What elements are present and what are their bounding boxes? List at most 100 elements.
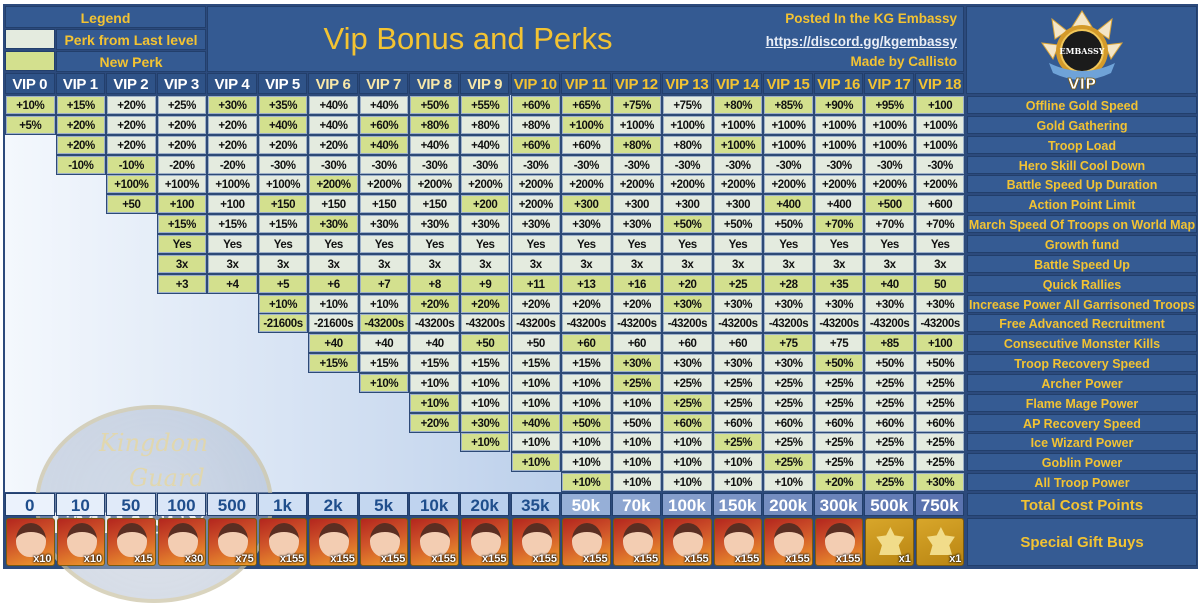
perk-cell: +30% <box>914 472 966 493</box>
perk-cell: -30% <box>712 154 764 175</box>
perk-label: Quick Rallies <box>967 274 1197 293</box>
gift-item[interactable]: x15 <box>107 518 156 566</box>
legend-title: Legend <box>5 6 206 28</box>
gift-item[interactable]: x1 <box>865 518 914 566</box>
gift-item[interactable]: x155 <box>258 518 308 566</box>
perk-cell: +400 <box>763 194 814 215</box>
perk-cell: -30% <box>308 154 359 175</box>
cost-value: 10 <box>55 493 106 516</box>
gift-count: x155 <box>785 553 810 565</box>
gift-item[interactable]: x30 <box>157 518 207 566</box>
hero-portrait-icon <box>673 523 704 557</box>
gift-item[interactable]: x155 <box>612 518 662 566</box>
perk-cell: +25% <box>864 392 915 413</box>
gift-item[interactable]: x155 <box>410 518 459 566</box>
cost-value: 750k <box>914 493 965 516</box>
perk-cell: +50 <box>106 194 157 215</box>
perk-cell: +30% <box>611 214 663 235</box>
gift-item[interactable]: x10 <box>6 518 55 566</box>
gift-item[interactable]: x155 <box>511 518 561 566</box>
gift-item[interactable]: x155 <box>764 518 813 566</box>
gift-item[interactable]: x155 <box>713 518 763 566</box>
perk-cell: +40% <box>308 95 359 115</box>
perk-cell: +55% <box>459 95 511 115</box>
gift-item[interactable]: x75 <box>208 518 257 566</box>
perk-cell: +25% <box>813 432 865 453</box>
perk-cell: +25% <box>763 392 814 413</box>
perk-cell: +11 <box>510 273 562 294</box>
watermark-text: Guard <box>129 464 205 492</box>
perk-cell: +20% <box>409 412 460 433</box>
perk-cell: +20% <box>459 293 511 314</box>
hero-portrait-icon <box>117 523 148 557</box>
perk-cell: Yes <box>459 233 511 254</box>
hero-portrait-icon <box>66 523 97 557</box>
perk-cell: +30% <box>207 95 258 115</box>
gift-count: x155 <box>330 553 355 565</box>
gift-item[interactable]: x155 <box>814 518 864 566</box>
perk-cell: +50% <box>561 412 612 433</box>
perk-cell: +30% <box>358 214 410 235</box>
perk-cell: +100% <box>914 134 966 155</box>
perk-cell: +60% <box>864 412 915 433</box>
hero-portrait-icon <box>420 523 451 557</box>
perk-cell: +40 <box>358 333 410 354</box>
perk-cell: +25% <box>813 392 865 413</box>
gift-item[interactable]: x10 <box>56 518 106 566</box>
vip-level-header: VIP 10 <box>510 73 561 94</box>
perk-cell: -10% <box>55 154 107 175</box>
perk-cell: +10% <box>561 452 612 473</box>
hero-portrait-icon <box>319 523 350 557</box>
hero-portrait-icon <box>824 523 855 557</box>
perk-cell: +200% <box>914 174 966 195</box>
gift-count: x1 <box>898 553 911 565</box>
watermark-text: Kingdom <box>99 429 208 457</box>
perk-cell: 3x <box>156 253 208 274</box>
perk-cell: 50 <box>914 273 966 294</box>
gift-item[interactable]: x155 <box>562 518 611 566</box>
gift-item[interactable]: x155 <box>309 518 358 566</box>
perk-cell: +40% <box>358 134 410 155</box>
perk-cell: +25% <box>662 372 713 393</box>
vip-level-header: VIP 5 <box>257 73 308 94</box>
gift-item[interactable]: x1 <box>915 518 965 566</box>
perk-cell: +25% <box>156 95 208 115</box>
gift-item[interactable]: x155 <box>359 518 409 566</box>
perk-cell: +25% <box>914 432 966 453</box>
discord-link[interactable]: https://discord.gg/kgembassy <box>765 34 957 49</box>
perk-label: Goblin Power <box>967 453 1197 472</box>
perk-cell: +150 <box>358 194 410 215</box>
perk-cell: +15% <box>207 214 258 235</box>
perk-cell: 3x <box>712 253 764 274</box>
perk-cell: +50 <box>510 333 562 354</box>
perk-cell: +25% <box>712 372 764 393</box>
perk-cell: -43200s <box>358 313 410 334</box>
perk-cell: +15% <box>55 95 107 115</box>
gift-count: x1 <box>949 553 962 565</box>
perk-cell: +30% <box>712 353 764 374</box>
perk-cell: +150 <box>308 194 359 215</box>
perk-cell: -43200s <box>914 313 966 334</box>
perk-cell: +10% <box>510 372 562 393</box>
perk-cell: +10% <box>409 372 460 393</box>
gift-item[interactable]: x155 <box>460 518 510 566</box>
cost-value: 100 <box>156 493 207 516</box>
perk-cell: +50% <box>813 353 865 374</box>
perk-cell: +10% <box>510 452 562 473</box>
perk-label: Battle Speed Up <box>967 254 1197 273</box>
perk-cell: -21600s <box>257 313 309 334</box>
gift-count: x155 <box>279 553 305 565</box>
perk-label: Free Advanced Recruitment <box>967 314 1197 333</box>
gift-count: x155 <box>482 553 507 565</box>
perk-cell: +10% <box>358 372 410 393</box>
perk-cell: +300 <box>712 194 764 215</box>
cost-value: 70k <box>611 493 662 516</box>
perk-cell: +10% <box>409 392 460 413</box>
perk-cell: -43200s <box>763 313 814 334</box>
gift-item[interactable]: x155 <box>663 518 712 566</box>
perk-cell: 3x <box>257 253 309 274</box>
perk-cell: +100% <box>763 134 814 155</box>
cost-value: 0 <box>5 493 55 516</box>
cost-value: 500k <box>864 493 914 516</box>
gift-count: x155 <box>380 553 406 565</box>
